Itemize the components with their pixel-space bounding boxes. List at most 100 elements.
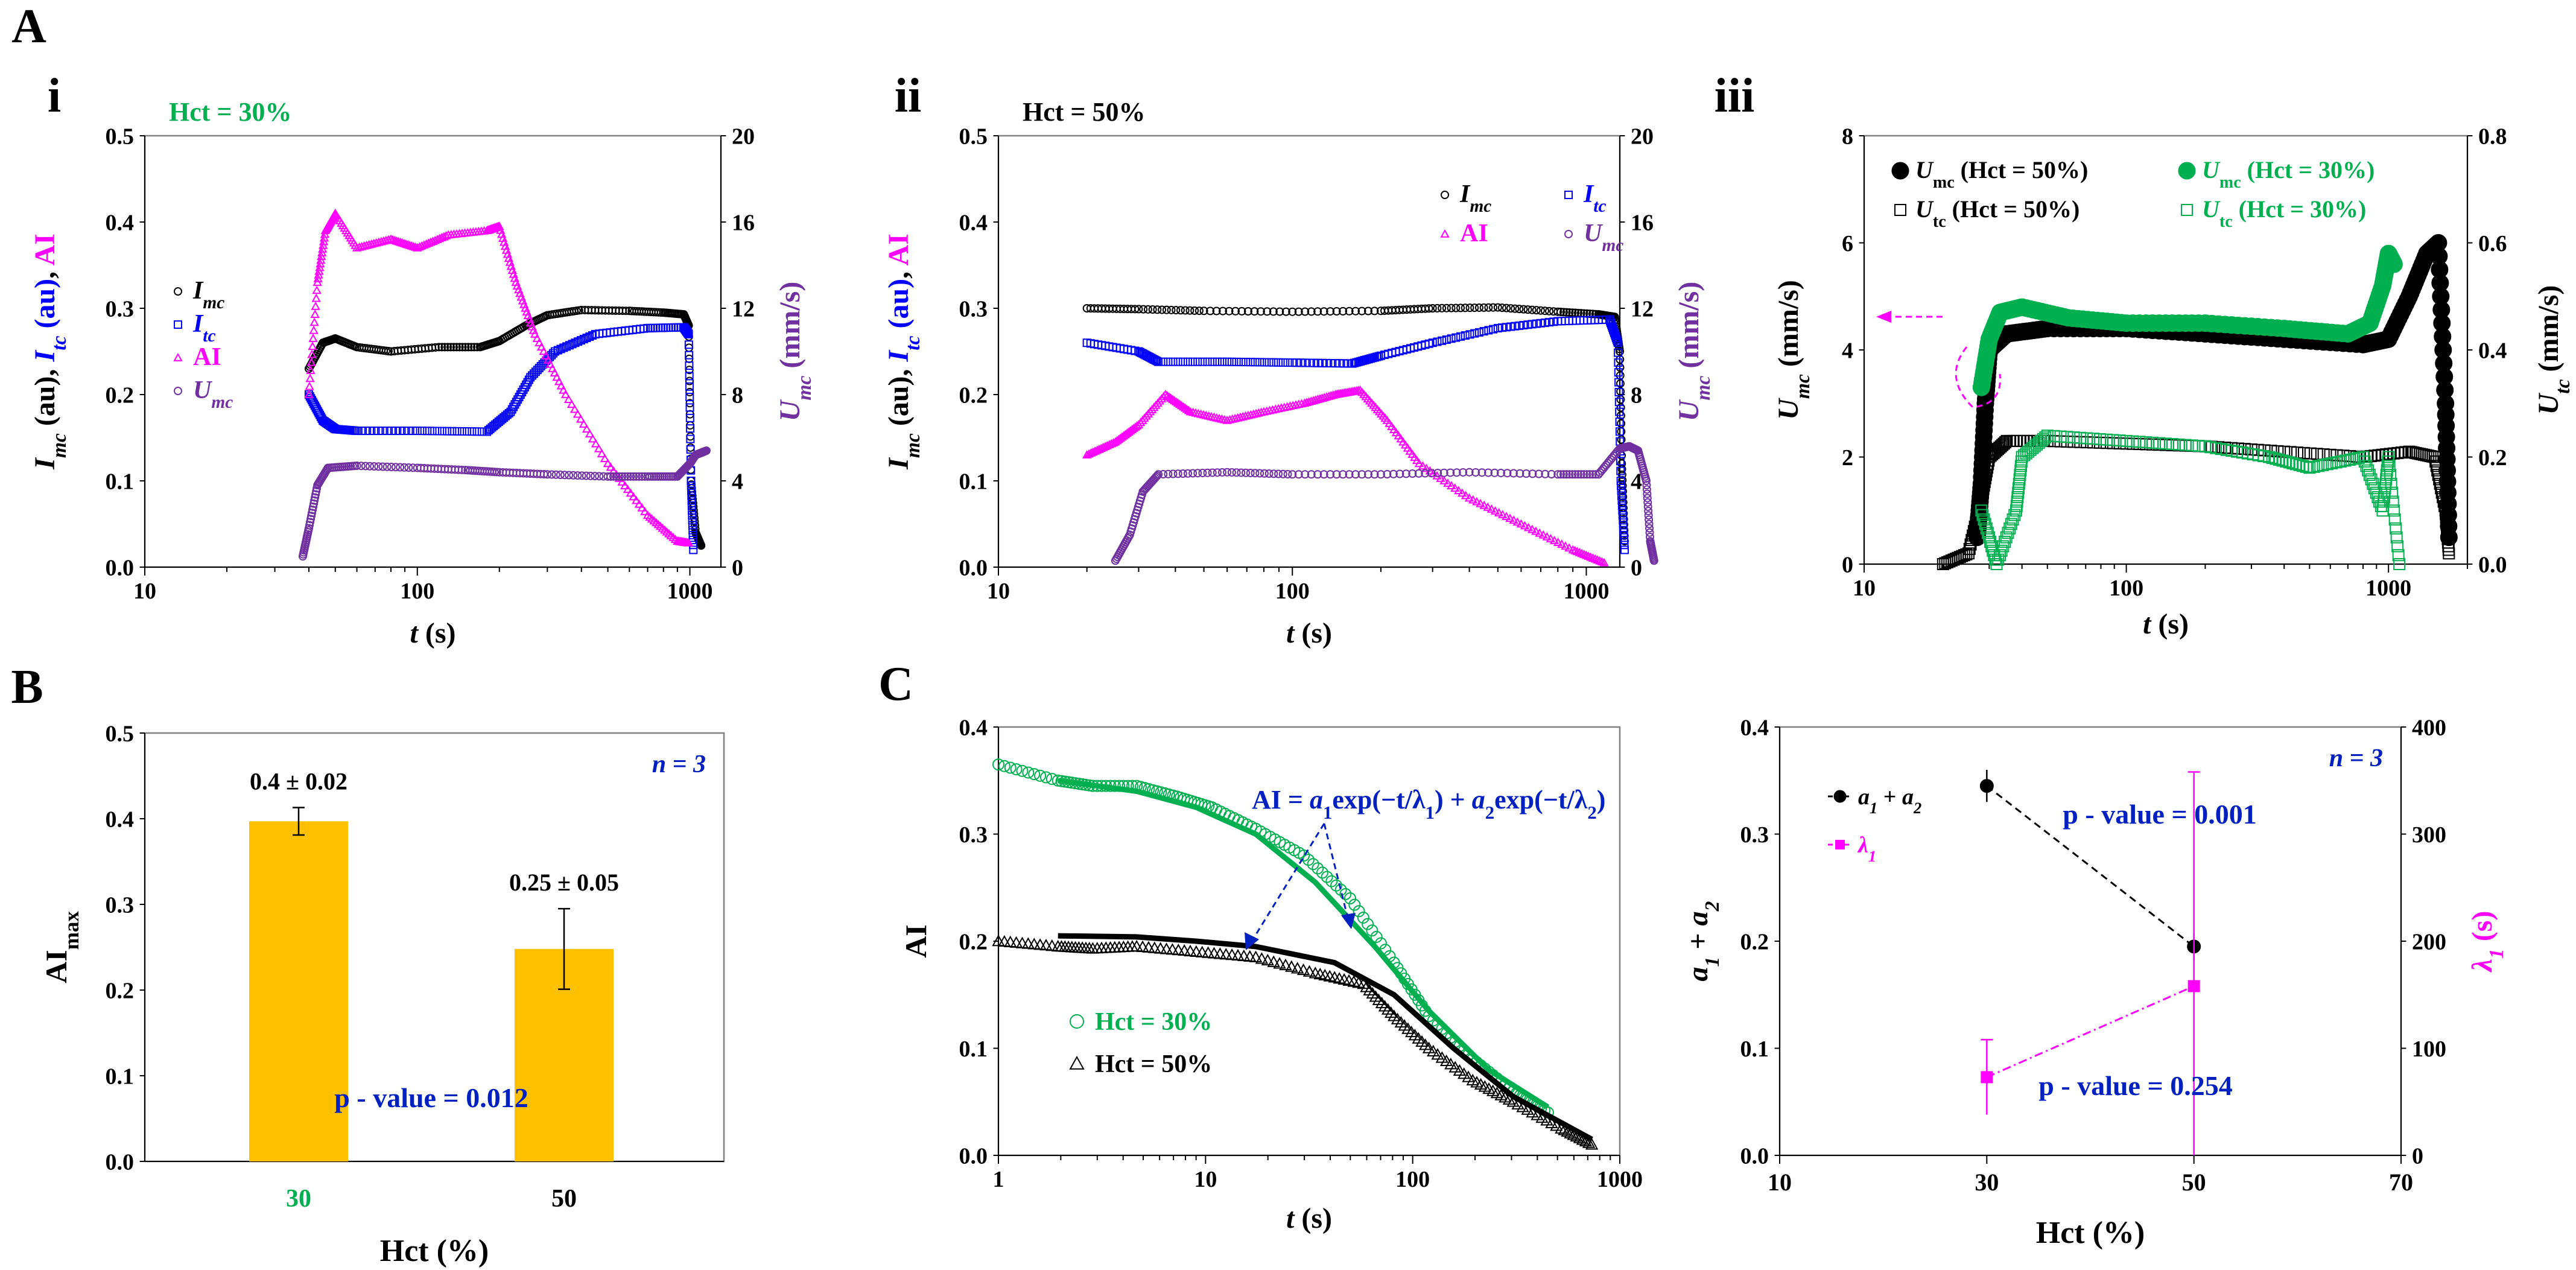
data-point	[1140, 413, 1149, 422]
data-point	[1617, 465, 1626, 474]
data-point	[1152, 472, 1161, 481]
legend-marker	[1564, 230, 1573, 238]
data-point	[428, 427, 437, 436]
data-point	[1313, 470, 1322, 479]
y-tick-label: 0.2	[959, 929, 988, 954]
data-point	[467, 343, 476, 352]
data-point	[1465, 330, 1474, 339]
data-point	[1461, 491, 1471, 500]
data-point	[1642, 481, 1651, 490]
data-point	[388, 235, 398, 244]
data-point	[1230, 413, 1240, 422]
data-point	[541, 351, 551, 360]
data-point	[586, 471, 595, 480]
data-point	[1190, 945, 1203, 957]
y-tick-label: 0	[1631, 555, 1642, 580]
data-point	[1963, 542, 1976, 555]
data-point	[1196, 945, 1209, 957]
eq-arrow-guide	[1240, 824, 1324, 947]
data-point	[1028, 768, 1041, 781]
data-point	[1389, 469, 1398, 478]
data-point	[1301, 470, 1310, 479]
y-tick-label: 0.3	[106, 892, 135, 918]
data-point	[697, 541, 706, 550]
data-point	[1579, 550, 1589, 558]
series-Hct = 50%	[992, 934, 1599, 1150]
data-point	[1975, 504, 1988, 517]
data-point	[2081, 432, 2093, 445]
data-point	[548, 364, 557, 372]
data-point	[400, 427, 409, 436]
panel-label-ii: ii	[895, 69, 921, 122]
data-point	[309, 502, 318, 511]
data-point	[307, 349, 317, 358]
data-point	[1559, 470, 1568, 479]
data-point	[1562, 470, 1571, 479]
data-point	[2286, 457, 2299, 469]
data-point	[2270, 452, 2282, 465]
data-point	[1414, 459, 1424, 468]
x-axis-title: t (s)	[410, 617, 456, 649]
data-point	[1142, 941, 1155, 953]
data-point	[306, 518, 315, 527]
data-point	[1531, 526, 1541, 535]
data-point	[1207, 947, 1221, 959]
data-point	[530, 329, 540, 338]
data-point	[1616, 379, 1625, 388]
data-point	[1617, 496, 1626, 505]
data-point	[621, 306, 630, 316]
data-point	[1568, 470, 1577, 479]
data-point	[2061, 431, 2073, 443]
data-point	[684, 340, 693, 349]
data-point	[1167, 395, 1178, 403]
data-point	[361, 462, 370, 471]
data-point	[1285, 960, 1298, 972]
data-point	[1493, 323, 1502, 332]
y-tick-label: 0.0	[959, 1143, 988, 1169]
series-I_tc	[1082, 315, 1629, 554]
data-point	[618, 472, 627, 481]
data-point	[1218, 306, 1227, 316]
data-point	[1240, 411, 1251, 420]
data-point	[2386, 486, 2399, 499]
data-point	[1345, 470, 1354, 479]
data-point	[1422, 1041, 1436, 1053]
data-point	[664, 323, 673, 332]
data-point	[1516, 519, 1526, 528]
data-point	[2186, 440, 2198, 452]
data-point	[510, 400, 519, 409]
data-point	[413, 427, 422, 436]
y-tick-label: 100	[2412, 1037, 2446, 1062]
data-point	[1322, 358, 1331, 367]
data-point	[2300, 460, 2312, 473]
data-point	[1169, 396, 1179, 405]
data-point	[399, 238, 409, 247]
y-axis-title: Imc (au), Itc (au), AI	[883, 233, 924, 470]
data-point	[1617, 419, 1626, 428]
data-point	[1575, 547, 1585, 556]
data-point	[576, 414, 586, 423]
data-point	[626, 488, 635, 497]
data-point	[1620, 531, 1629, 540]
data-point	[671, 323, 680, 332]
data-point	[560, 389, 571, 398]
data-point	[309, 317, 319, 326]
data-point	[566, 399, 577, 408]
data-point	[1319, 307, 1328, 316]
data-point	[458, 343, 467, 352]
data-point	[1021, 937, 1035, 949]
data-point	[2289, 458, 2302, 471]
x-tick-label: 100	[400, 579, 434, 604]
data-point	[1593, 555, 1602, 564]
data-point	[1616, 403, 1625, 412]
data-point	[1540, 318, 1549, 327]
data-point	[1436, 473, 1445, 482]
y-tick-label: 300	[2412, 822, 2446, 848]
data-point	[1534, 469, 1543, 478]
annotation-arrowhead	[1876, 311, 1891, 323]
data-point	[2367, 477, 2379, 490]
data-point	[1302, 854, 1315, 866]
data-point	[1582, 1136, 1596, 1148]
data-point	[1148, 941, 1161, 953]
data-point	[1428, 338, 1437, 348]
